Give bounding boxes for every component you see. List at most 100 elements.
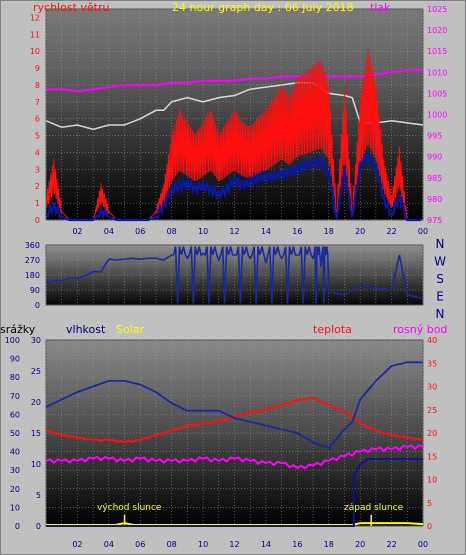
pressure-tick-label: 980 (427, 195, 442, 204)
time-tick-label: 00 (418, 227, 428, 236)
time-tick-label: 18 (324, 540, 334, 549)
wind-tick-label: 2 (35, 182, 40, 191)
pressure-tick-label: 1015 (427, 47, 447, 56)
pressure-tick-label: 1000 (427, 111, 447, 120)
humidity-tick-label: 0 (36, 522, 41, 531)
solar-line (46, 522, 424, 526)
pressure-tick-label: 985 (427, 174, 442, 183)
pressure-label: tlak (370, 1, 391, 14)
time-tick-label: 12 (229, 227, 239, 236)
time-tick-label: 06 (135, 227, 145, 236)
wind-tick-label: 1 (35, 199, 40, 208)
time-tick-label: 20 (355, 227, 365, 236)
rain-tick-label: 40 (10, 448, 20, 457)
humidity-tick-label: 5 (36, 491, 41, 500)
rain-label: srážky (0, 323, 36, 336)
temperature-label: teplota (313, 323, 352, 336)
temperature-tick-label: 0 (427, 522, 432, 531)
time-tick-label: 14 (261, 540, 271, 549)
time-tick-label: 02 (72, 540, 82, 549)
time-tick-label: 04 (104, 540, 114, 549)
compass-letter: E (436, 290, 444, 304)
direction-tick-label: 180 (25, 271, 40, 280)
chart-title: 24 hour graph day : 06 July 2018 (172, 1, 354, 14)
temperature-tick-label: 35 (427, 359, 437, 368)
dew-point-line (45, 444, 424, 470)
time-tick-label: 22 (386, 540, 396, 549)
humidity-tick-label: 20 (31, 398, 41, 407)
compass-letter: N (436, 307, 445, 321)
compass-letter: N (436, 237, 445, 251)
time-tick-label: 04 (104, 227, 114, 236)
wind-direction-grid (45, 245, 424, 305)
humidity-line (45, 361, 423, 449)
rain-tick-label: 0 (15, 522, 20, 531)
pressure-tick-label: 1005 (427, 89, 447, 98)
rain-axis-labels: 0 10 20 30 40 50 60 70 80 90 100 (5, 336, 20, 531)
time-tick-label: 06 (135, 540, 145, 549)
temperature-tick-label: 25 (427, 406, 437, 415)
wind-tick-label: 0 (35, 216, 40, 225)
rain-tick-label: 10 (10, 503, 20, 512)
humidity-tick-label: 25 (31, 367, 41, 376)
wind-gust-line (45, 48, 423, 221)
wind-tick-label: 7 (35, 98, 40, 107)
time-tick-label: 08 (167, 227, 177, 236)
time-tick-label: 12 (229, 540, 239, 549)
temperature-tick-label: 40 (427, 336, 437, 345)
rain-tick-label: 90 (10, 355, 20, 364)
temperature-tick-label: 10 (427, 476, 437, 485)
wind-pressure-series (45, 48, 424, 222)
pressure-tick-label: 1010 (427, 68, 447, 77)
time-tick-label: 20 (355, 540, 365, 549)
rain-tick-label: 30 (10, 466, 20, 475)
direction-tick-label: 0 (35, 301, 40, 310)
pressure-tick-label: 995 (427, 132, 442, 141)
pressure-line (46, 69, 423, 93)
wind-direction-series (45, 246, 424, 304)
time-tick-label: 02 (72, 227, 82, 236)
time-tick-label: 00 (418, 540, 428, 549)
direction-tick-label: 360 (25, 241, 40, 250)
wind-tick-label: 4 (35, 148, 40, 157)
direction-degree-labels: 0 90 180 270 360 (25, 241, 40, 310)
time-tick-label: 18 (324, 227, 334, 236)
time-tick-label: 10 (198, 227, 208, 236)
temperature-line (45, 396, 424, 444)
humidity-tick-label: 10 (31, 460, 41, 469)
rain-tick-label: 50 (10, 429, 20, 438)
climate-grid (45, 340, 424, 526)
wind-tick-label: 10 (30, 47, 40, 56)
pressure-axis-labels: 975 980 985 990 995 1000 1005 1010 1015 1020 1025 (427, 5, 447, 225)
pressure-tick-label: 975 (427, 216, 442, 225)
time-tick-label: 16 (292, 540, 302, 549)
pressure-tick-label: 1020 (427, 26, 447, 35)
temperature-tick-label: 5 (427, 499, 432, 508)
wind-tick-label: 12 (30, 13, 40, 22)
time-tick-label: 22 (386, 227, 396, 236)
humidity-axis-labels: 0 5 10 15 20 25 30 (31, 336, 41, 531)
temperature-tick-label: 30 (427, 383, 437, 392)
sunset-annotation: západ slunce (344, 503, 404, 513)
dew-point-label: rosný bod (393, 323, 447, 336)
barometer-grey-line (45, 82, 424, 131)
humidity-label: vlhkost (66, 323, 106, 336)
time-axis-labels-bottom: 02 04 06 08 10 12 14 16 18 20 22 00 (72, 540, 428, 549)
time-tick-label: 10 (198, 540, 208, 549)
climate-series (45, 361, 424, 527)
pressure-tick-label: 990 (427, 153, 442, 162)
temperature-tick-label: 15 (427, 452, 437, 461)
rain-line (46, 458, 423, 527)
compass-letter: W (434, 255, 446, 269)
rain-tick-label: 70 (10, 392, 20, 401)
sunrise-annotation: východ slunce (97, 503, 162, 513)
humidity-tick-label: 30 (31, 336, 41, 345)
rain-tick-label: 80 (10, 373, 20, 382)
pressure-tick-label: 1025 (427, 5, 447, 14)
direction-tick-label: 270 (25, 256, 40, 265)
time-axis-labels-top: 02 04 06 08 10 12 14 16 18 20 22 00 (72, 227, 428, 236)
rain-tick-label: 60 (10, 410, 20, 419)
